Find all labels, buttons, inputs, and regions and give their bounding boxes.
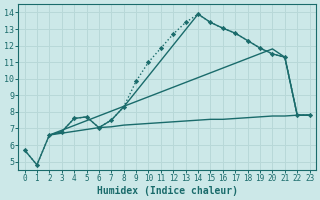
X-axis label: Humidex (Indice chaleur): Humidex (Indice chaleur) xyxy=(97,186,237,196)
